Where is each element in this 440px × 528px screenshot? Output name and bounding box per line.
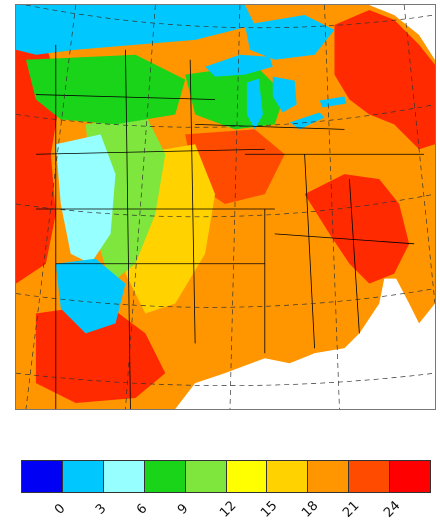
legend-swatch (349, 461, 391, 492)
legend-tick-label: 12 (217, 498, 240, 521)
state-borders (35, 44, 425, 409)
color-legend (21, 460, 431, 493)
graticule (16, 5, 435, 409)
region-cyan-texas (55, 258, 126, 334)
region-lightcyan-west (55, 134, 116, 264)
legend-tick-label: 24 (381, 498, 404, 521)
legend-swatch (390, 461, 431, 492)
lake-ontario (319, 96, 347, 108)
legend-tick-label: 18 (299, 498, 322, 521)
legend-swatch (185, 461, 227, 492)
legend-swatch (267, 461, 309, 492)
region-red-east (304, 174, 410, 284)
region-red-northeast (334, 9, 435, 150)
lake-superior (205, 54, 273, 77)
legend-tick-label: 15 (258, 498, 281, 521)
region-darkgreen-north (25, 54, 186, 125)
legend-swatch (226, 461, 268, 492)
lake-huron (272, 76, 297, 113)
atlantic-ocean (369, 5, 435, 60)
legend-tick-label: 21 (340, 498, 363, 521)
legend-swatch (22, 461, 63, 492)
legend-swatch (103, 461, 145, 492)
legend-tick-labels: 0 3 6 9 12 15 18 21 24 (21, 498, 431, 528)
legend-tick-label: 6 (133, 501, 151, 518)
lake-michigan (246, 78, 263, 130)
gridded-map (16, 5, 435, 409)
legend-tick-label: 9 (174, 501, 192, 518)
region-cyan-lakes-band (244, 14, 335, 60)
gulf-of-mexico (175, 288, 435, 409)
legend-swatch (144, 461, 186, 492)
legend-swatch (62, 461, 104, 492)
legend-tick-label: 0 (51, 501, 69, 518)
lake-erie (289, 112, 325, 130)
region-cyan-north (16, 5, 255, 55)
region-red-south-texas (35, 303, 166, 404)
legend-swatch (308, 461, 350, 492)
map-panel (15, 4, 436, 410)
legend-tick-label: 3 (92, 501, 110, 518)
